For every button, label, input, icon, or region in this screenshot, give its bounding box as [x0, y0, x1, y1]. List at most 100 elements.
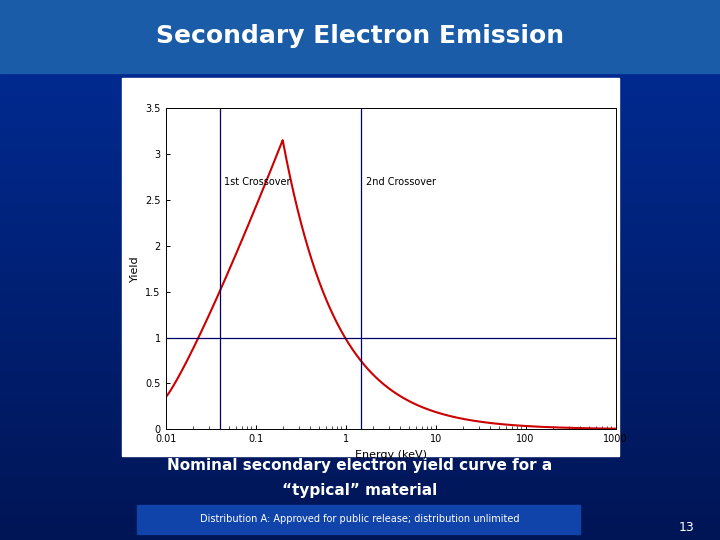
Text: Secondary Electron Emission: Secondary Electron Emission: [156, 24, 564, 49]
Bar: [0, 38, 720, 40]
Bar: [0, 526, 720, 529]
Bar: [0, 108, 720, 111]
Bar: [0, 502, 720, 505]
Bar: [0, 0, 720, 73]
Bar: [0, 3, 720, 5]
Bar: [0, 305, 720, 308]
Bar: [0, 197, 720, 200]
Bar: [0, 173, 720, 176]
Bar: [0, 122, 720, 124]
Bar: [0, 356, 720, 359]
Bar: [0, 265, 720, 267]
Bar: [0, 308, 720, 310]
Bar: [0, 170, 720, 173]
Bar: [0, 451, 720, 454]
Bar: [0, 475, 720, 478]
Bar: [0, 176, 720, 178]
Bar: [0, 46, 720, 49]
Bar: [0, 521, 720, 524]
Bar: [0, 281, 720, 284]
Bar: [0, 343, 720, 346]
Bar: [0, 113, 720, 116]
Bar: [0, 340, 720, 343]
Bar: [0, 383, 720, 386]
Bar: [0, 327, 720, 329]
X-axis label: Energy (keV): Energy (keV): [355, 450, 426, 460]
Bar: [0, 227, 720, 229]
Bar: [0, 462, 720, 464]
Bar: [0, 130, 720, 132]
Bar: [0, 335, 720, 338]
Bar: [0, 219, 720, 221]
Bar: [0, 486, 720, 489]
Bar: [0, 286, 720, 289]
Bar: [0, 35, 720, 38]
Bar: [0, 386, 720, 389]
Bar: [0, 421, 720, 424]
Bar: [0, 472, 720, 475]
Bar: [0, 16, 720, 19]
Bar: [0, 216, 720, 219]
Bar: [0, 467, 720, 470]
Bar: [0, 483, 720, 486]
Bar: [0, 81, 720, 84]
Bar: [0, 97, 720, 100]
Bar: [0, 202, 720, 205]
Text: Nominal secondary electron yield curve for a: Nominal secondary electron yield curve f…: [167, 458, 553, 473]
Bar: [0, 119, 720, 122]
Bar: [0, 389, 720, 392]
Bar: [0, 359, 720, 362]
Bar: [0, 167, 720, 170]
Bar: [0, 270, 720, 273]
Bar: [0, 127, 720, 130]
Bar: [0, 321, 720, 324]
Bar: [0, 273, 720, 275]
Bar: [0, 43, 720, 46]
Bar: [0, 489, 720, 491]
Bar: [0, 346, 720, 348]
Bar: [0, 310, 720, 313]
Bar: [0, 491, 720, 494]
Bar: [0, 140, 720, 143]
Bar: [0, 370, 720, 373]
Bar: [0, 62, 720, 65]
Bar: [0, 500, 720, 502]
Bar: [0, 259, 720, 262]
Bar: [0, 464, 720, 467]
Bar: [0, 221, 720, 224]
Bar: [0, 418, 720, 421]
Bar: [0, 178, 720, 181]
Bar: [0, 284, 720, 286]
Bar: [0, 378, 720, 381]
Bar: [0, 103, 720, 105]
Bar: [0, 410, 720, 413]
Bar: [0, 319, 720, 321]
Bar: [0, 275, 720, 278]
Bar: [0, 405, 720, 408]
Bar: [0, 165, 720, 167]
Bar: [0, 262, 720, 265]
Bar: [0, 294, 720, 297]
Text: “typical” material: “typical” material: [282, 483, 438, 498]
Bar: [0, 105, 720, 108]
Bar: [0, 354, 720, 356]
Bar: [0, 524, 720, 526]
Bar: [0, 362, 720, 364]
Bar: [0, 148, 720, 151]
Bar: [0, 432, 720, 435]
Bar: [0, 289, 720, 292]
Bar: [0, 5, 720, 8]
Bar: [0, 400, 720, 402]
Bar: [0, 397, 720, 400]
Text: 13: 13: [679, 521, 695, 534]
Bar: [0, 159, 720, 162]
Bar: [0, 459, 720, 462]
Bar: [0, 454, 720, 456]
Bar: [0, 424, 720, 427]
Bar: [0, 200, 720, 202]
Bar: [0, 402, 720, 405]
Bar: [0, 446, 720, 448]
Bar: [0, 338, 720, 340]
Bar: [0, 154, 720, 157]
Bar: [0, 32, 720, 35]
